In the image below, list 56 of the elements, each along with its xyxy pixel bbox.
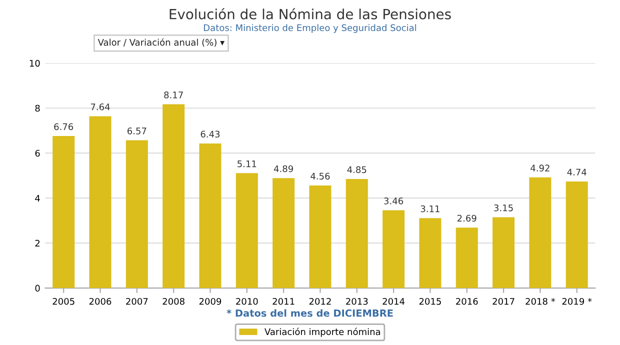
x-tick-label: 2007: [126, 298, 148, 305]
x-tick-label: 2008: [162, 298, 184, 305]
data-label: 8.17: [164, 92, 183, 98]
bar: [236, 173, 258, 288]
x-tick-label: 2014: [382, 298, 405, 305]
bar: [419, 218, 442, 288]
x-tick-label: 2010: [236, 298, 258, 305]
data-label: 6.76: [54, 123, 74, 130]
bar: [456, 228, 478, 288]
x-tick-label: 2012: [309, 298, 331, 305]
bar: [566, 181, 588, 288]
data-label: 4.85: [347, 166, 366, 174]
x-tick-label: 2017: [492, 298, 514, 305]
data-label: 7.64: [90, 103, 110, 110]
y-tick-label: 0: [35, 284, 40, 292]
bar: [162, 104, 185, 288]
data-label: 4.56: [310, 172, 330, 180]
bar: [126, 140, 148, 288]
bar: [89, 116, 112, 288]
data-label: 2.69: [457, 214, 476, 222]
x-tick-label: 2005: [52, 298, 74, 305]
data-label: 6.43: [200, 130, 220, 138]
x-tick-label: 2019 *: [562, 298, 592, 305]
bar: [529, 177, 552, 288]
data-label: 3.15: [494, 204, 513, 212]
bar: [492, 217, 515, 288]
y-tick-label: 2: [35, 240, 40, 247]
x-tick-label: 2009: [199, 298, 222, 305]
legend-label: Variación importe nómina: [264, 328, 380, 337]
x-tick-label: 2018 *: [526, 298, 556, 305]
y-tick-label: 4: [35, 194, 40, 202]
text: * Datos del mes de DICIEMBRE: [226, 309, 393, 317]
bar: [199, 143, 222, 288]
data-label: 3.46: [384, 198, 404, 204]
bar: [52, 136, 75, 288]
chart-subtitle: Datos: Ministerio de Empleo y Seguridad Social: [204, 24, 416, 33]
text: Valor / Variación anual (%) ▾: [98, 38, 225, 47]
chart-title: Evolución de la Nómina de las Pensiones: [170, 8, 451, 20]
x-tick-label: 2015: [419, 298, 441, 305]
bar: [346, 178, 368, 288]
y-tick-label: 10: [30, 60, 40, 67]
x-tick-label: 2006: [89, 298, 112, 305]
bar: [382, 210, 405, 288]
x-tick-label: 2016: [456, 298, 478, 305]
data-label: 3.11: [420, 205, 440, 212]
data-label: 5.11: [238, 160, 256, 168]
x-tick-label: 2011: [272, 298, 294, 305]
bar: [309, 186, 332, 288]
y-tick-label: 8: [35, 104, 40, 112]
data-label: 6.57: [127, 128, 146, 134]
bar: [272, 178, 295, 288]
x-tick-label: 2013: [346, 298, 368, 305]
data-label: 4.74: [567, 168, 586, 176]
y-tick-label: 6: [35, 150, 40, 157]
data-label: 4.89: [274, 165, 293, 172]
data-label: 4.92: [530, 164, 550, 172]
